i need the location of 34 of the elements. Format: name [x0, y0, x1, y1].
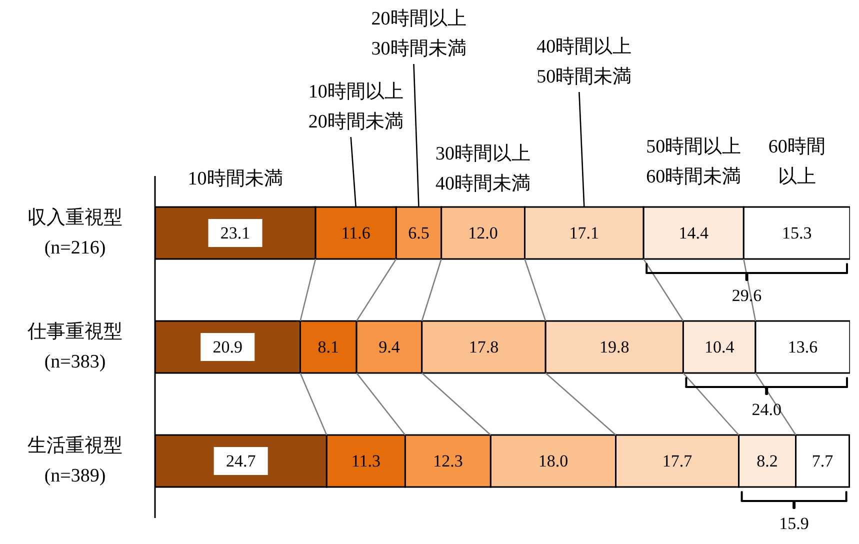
series-label: 30時間以上40時間未満 — [436, 143, 531, 194]
data-label: 19.8 — [600, 338, 630, 356]
data-label: 10.4 — [704, 338, 735, 356]
data-label: 17.1 — [569, 224, 600, 242]
series-label: 50時間以上60時間未満 — [646, 136, 742, 188]
data-label: 7.7 — [812, 452, 834, 470]
data-label: 18.0 — [538, 452, 568, 470]
data-label: 14.4 — [678, 224, 709, 242]
data-label: 8.2 — [756, 452, 778, 470]
data-label: 9.4 — [378, 338, 400, 356]
data-label: 17.7 — [662, 452, 693, 470]
y-tick-label: 生活重視型(n=389) — [28, 435, 122, 486]
data-label: 11.6 — [341, 224, 370, 242]
annotation: 15.9 — [779, 514, 809, 533]
data-label: 24.7 — [226, 452, 256, 470]
data-label: 17.8 — [468, 338, 499, 356]
series-label: 60時間以上 — [768, 136, 826, 188]
data-label: 12.0 — [468, 224, 498, 242]
data-label: 6.5 — [408, 224, 430, 242]
data-label: 23.1 — [220, 224, 250, 242]
data-label: 12.3 — [433, 452, 463, 470]
text: 10時間以上20時間未満 — [308, 81, 404, 132]
data-label: 8.1 — [318, 338, 340, 356]
data-label: 13.6 — [788, 338, 818, 356]
annotation: 24.0 — [752, 400, 782, 419]
text: 40時間以上50時間未満 — [536, 36, 632, 88]
y-tick-label: 仕事重視型(n=383) — [26, 321, 122, 372]
y-tick-label: 収入重視型(n=216) — [28, 207, 122, 258]
text: 20時間以上30時間未満 — [371, 8, 466, 60]
data-label: 11.3 — [351, 452, 380, 470]
data-label: 15.3 — [782, 224, 812, 242]
series-label: 10時間未満 — [188, 168, 283, 190]
annotation: 29.6 — [732, 286, 762, 305]
data-label: 20.9 — [212, 338, 243, 356]
